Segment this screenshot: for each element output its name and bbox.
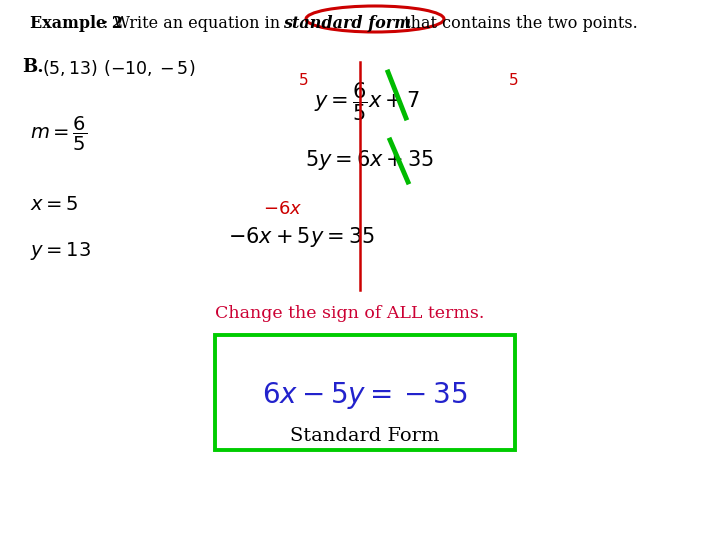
Text: $5y=6x+35$: $5y=6x+35$ — [305, 148, 434, 172]
Text: $y=\dfrac{6}{5}x+7$: $y=\dfrac{6}{5}x+7$ — [314, 80, 420, 123]
Text: $-6x+5y=35$: $-6x+5y=35$ — [228, 225, 374, 249]
Text: that contains the two points.: that contains the two points. — [399, 15, 638, 32]
Text: $6x-5y=-35$: $6x-5y=-35$ — [262, 380, 467, 411]
Text: $-6x$: $-6x$ — [263, 200, 302, 218]
Text: Example 2: Example 2 — [30, 15, 123, 32]
Text: Standard Form: Standard Form — [290, 427, 440, 445]
Text: B.: B. — [22, 58, 44, 76]
Text: standard form: standard form — [283, 15, 411, 32]
Text: $5$: $5$ — [508, 72, 518, 88]
Text: : Write an equation in: : Write an equation in — [103, 15, 285, 32]
Text: $5$: $5$ — [298, 72, 308, 88]
Text: $x=5$: $x=5$ — [30, 195, 78, 214]
Text: Change the sign of ALL terms.: Change the sign of ALL terms. — [215, 305, 485, 322]
Bar — [215, 335, 515, 450]
Text: $m=\dfrac{6}{5}$: $m=\dfrac{6}{5}$ — [30, 115, 87, 153]
Text: $y=13$: $y=13$ — [30, 240, 91, 262]
Text: $( 5,13)\ (-10,-5)$: $( 5,13)\ (-10,-5)$ — [42, 58, 195, 78]
